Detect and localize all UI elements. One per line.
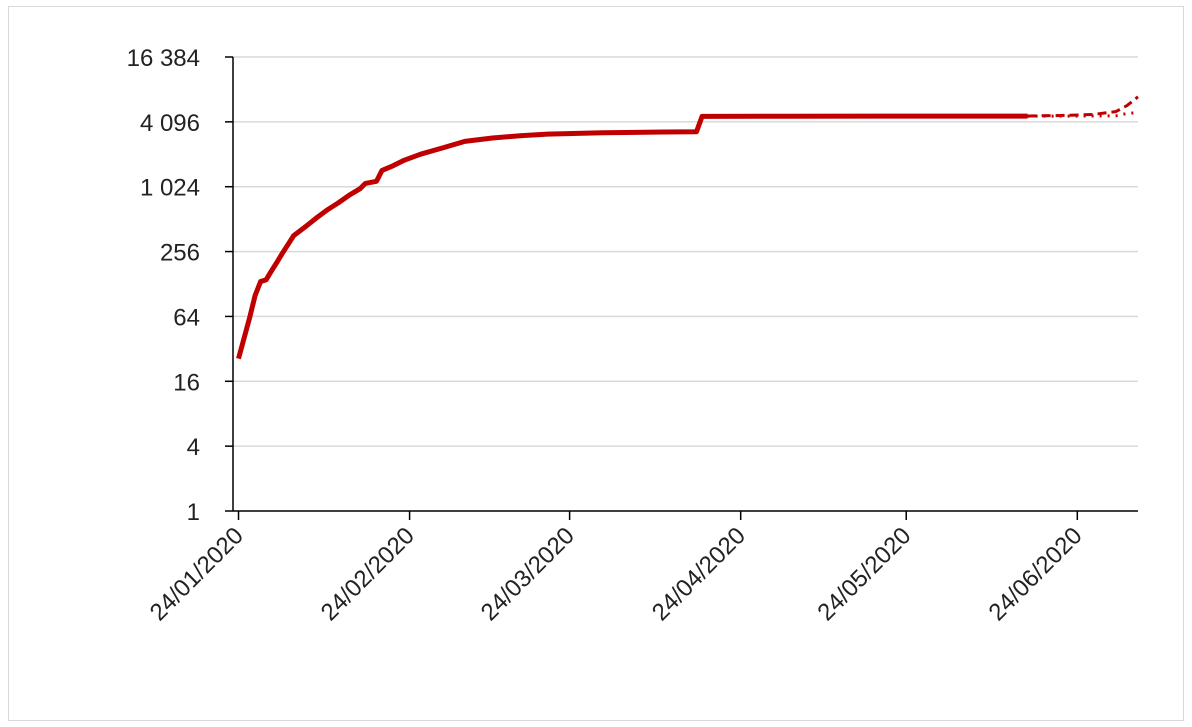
x-tick-label: 24/06/2020: [984, 522, 1088, 626]
x-tick-label: 24/02/2020: [316, 522, 420, 626]
x-tick-label: 24/01/2020: [145, 522, 249, 626]
series-line-dotted: [1027, 111, 1139, 118]
x-tick-label: 24/05/2020: [812, 522, 916, 626]
y-tick-label: 4 096: [140, 110, 200, 137]
y-tick-label: 16 384: [127, 45, 200, 72]
y-tick-label: 16: [173, 369, 200, 396]
x-tick-label: 24/04/2020: [647, 522, 751, 626]
y-tick-label: 256: [160, 240, 200, 267]
series-line-dashed: [1027, 95, 1139, 118]
y-tick-label: 64: [173, 304, 200, 331]
y-tick-label: 4: [187, 434, 200, 461]
y-tick-label: 1: [187, 499, 200, 526]
series-line-solid: [236, 113, 1028, 360]
y-tick-label: 1 024: [140, 175, 200, 202]
x-tick-label: 24/03/2020: [476, 522, 580, 626]
chart-frame: [8, 6, 1184, 721]
